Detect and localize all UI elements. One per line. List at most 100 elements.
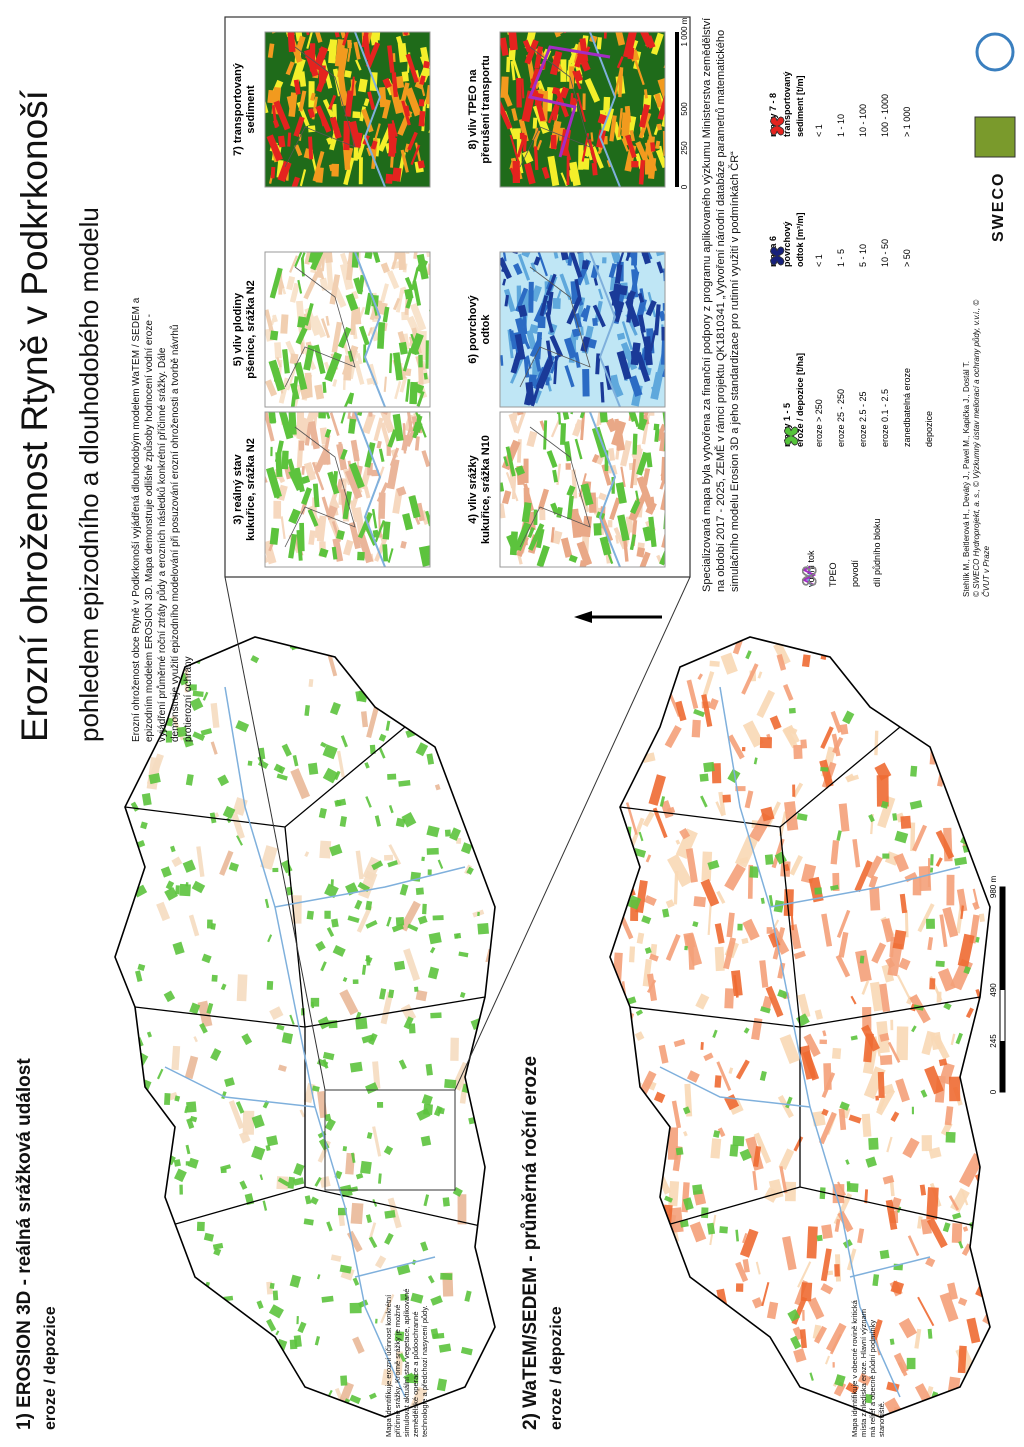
patch: [364, 292, 373, 316]
patch: [881, 918, 895, 943]
patch: [324, 1118, 336, 1131]
patch: [608, 263, 617, 279]
patch: [514, 465, 526, 476]
patch: [349, 500, 358, 523]
patch: [713, 1130, 721, 1138]
patch: [724, 988, 735, 1009]
patch: [752, 1170, 758, 1191]
patch: [640, 252, 653, 260]
patch: [710, 1138, 722, 1159]
patch: [887, 942, 903, 977]
patch: [321, 252, 327, 272]
river: [589, 412, 621, 567]
patch: [275, 1330, 280, 1336]
patch: [295, 637, 305, 643]
patch: [396, 1264, 411, 1276]
patch: [388, 844, 402, 866]
patch: [625, 516, 634, 533]
patch: [281, 743, 292, 757]
patch: [904, 910, 909, 938]
patch: [700, 878, 720, 907]
patch: [574, 278, 582, 301]
inset-title: kukuřice, srážka N2: [245, 438, 257, 541]
patch: [500, 100, 513, 130]
patch: [777, 989, 789, 999]
patch: [793, 744, 803, 760]
patch: [139, 1315, 148, 1326]
legend-row: TPEO: [801, 518, 844, 587]
patch: [217, 774, 230, 787]
patch: [380, 1294, 395, 1324]
patch: [613, 1260, 622, 1277]
patch: [634, 298, 647, 325]
patch: [312, 46, 329, 71]
patch: [427, 1275, 435, 1284]
patch: [484, 806, 490, 813]
patch: [559, 86, 570, 99]
patch: [740, 1398, 756, 1417]
patch: [910, 765, 918, 777]
patch: [553, 355, 558, 385]
patch: [412, 280, 422, 306]
patch: [410, 1292, 424, 1304]
patch: [920, 646, 928, 657]
patch: [311, 252, 319, 260]
patch: [347, 42, 353, 62]
patch: [918, 866, 932, 892]
patch: [515, 317, 528, 345]
patch: [930, 854, 934, 866]
patch: [192, 690, 204, 697]
patch: [751, 1017, 763, 1041]
patch: [274, 342, 282, 359]
patch: [809, 1372, 814, 1381]
patch: [610, 1175, 613, 1199]
legend-label: depozice: [924, 410, 934, 447]
patch: [627, 47, 635, 60]
patch: [397, 43, 408, 63]
patch: [329, 844, 343, 857]
patch: [310, 92, 316, 101]
legend-label: > 1 000: [902, 106, 912, 137]
patch: [671, 1100, 682, 1129]
patch: [552, 297, 561, 309]
patch: [264, 898, 270, 909]
patch: [322, 453, 331, 465]
patch: [405, 87, 422, 117]
patch: [576, 92, 587, 122]
patch: [337, 74, 347, 96]
patch: [331, 918, 339, 928]
patch: [434, 784, 441, 791]
patch: [115, 1108, 119, 1118]
patch: [537, 316, 546, 329]
patch: [178, 1383, 190, 1395]
patch: [354, 899, 363, 910]
patch: [639, 551, 651, 567]
patch: [673, 871, 679, 905]
patch: [620, 440, 632, 467]
patch: [274, 440, 284, 463]
patch: [329, 274, 341, 305]
patch: [127, 1256, 133, 1264]
patch: [357, 532, 374, 564]
patch: [697, 673, 703, 680]
patch: [417, 915, 428, 925]
patch: [634, 1138, 650, 1162]
patch: [307, 508, 319, 527]
patch: [515, 287, 529, 313]
inset-title: 8) vliv TPEO na: [467, 69, 479, 150]
patch: [625, 802, 638, 836]
patch: [479, 808, 491, 837]
patch: [615, 535, 619, 544]
patch: [650, 496, 656, 510]
patch: [356, 905, 373, 933]
patch: [616, 429, 623, 451]
patch: [503, 1295, 508, 1305]
patch: [914, 1328, 922, 1349]
patch: [644, 946, 652, 954]
patch: [574, 70, 583, 82]
legend-row: 1 - 10: [770, 71, 852, 137]
patch: [366, 1132, 373, 1139]
patch: [293, 1177, 305, 1186]
patch: [639, 288, 645, 301]
patch: [286, 276, 296, 291]
